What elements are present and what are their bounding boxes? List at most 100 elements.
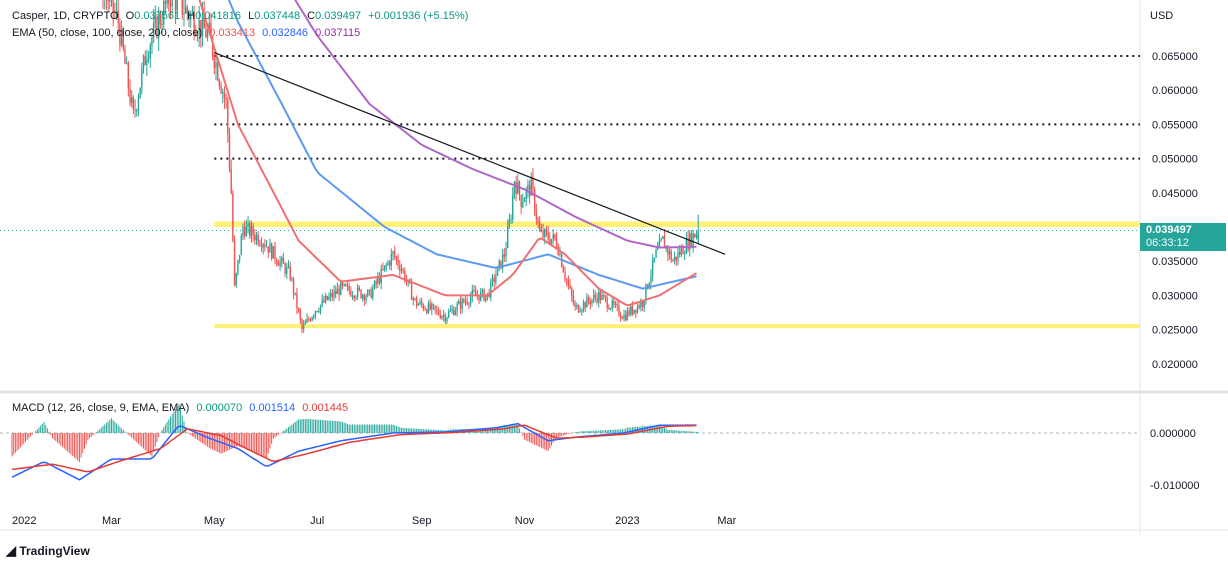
ema100-line[interactable] <box>12 0 697 290</box>
candle-body <box>625 314 627 320</box>
candle-body <box>550 238 553 244</box>
candle-body <box>414 298 416 300</box>
tradingview-logo[interactable]: ◢ TradingView <box>6 543 90 559</box>
candle-body <box>109 0 111 2</box>
price-tick-label: 0.065000 <box>1152 51 1198 63</box>
candle-body <box>304 322 307 325</box>
candle-body <box>582 302 585 310</box>
candle-body <box>203 14 205 29</box>
candle-body <box>426 309 428 314</box>
candle-body <box>184 7 187 14</box>
candle-body <box>410 283 413 300</box>
candle-body <box>296 292 298 309</box>
candle-body <box>115 10 118 13</box>
candle-body <box>554 234 556 239</box>
ema200-line[interactable] <box>12 0 697 249</box>
candle-body <box>584 302 586 308</box>
tradingview-wordmark: TradingView <box>19 544 90 558</box>
candle-body <box>107 0 109 2</box>
candle-body <box>451 309 453 311</box>
candle-body <box>267 246 269 253</box>
close-label: C <box>307 10 316 22</box>
candle-body <box>458 301 460 305</box>
candle-body <box>331 293 334 298</box>
candle-body <box>417 303 420 306</box>
candle-body <box>673 256 676 262</box>
price-tick-label: 0.045000 <box>1152 188 1198 200</box>
candle-body <box>424 309 426 311</box>
candle-body <box>491 277 494 282</box>
candle-body <box>365 296 367 301</box>
candle-body <box>412 298 414 300</box>
support-zone[interactable] <box>214 324 1140 329</box>
trendline-segment[interactable] <box>214 52 726 255</box>
time-tick-label: Jul <box>310 515 324 527</box>
ema50-line[interactable] <box>12 0 698 307</box>
macd-hist-value: 0.000070 <box>196 402 243 414</box>
candle-body <box>353 295 355 299</box>
candle-body <box>635 309 637 313</box>
candle-body <box>235 273 237 285</box>
macd-label: MACD (12, 26, close, 9, EMA, EMA) <box>12 402 190 414</box>
candle-body <box>190 13 192 20</box>
candle-body <box>218 80 221 86</box>
candle-body <box>569 285 571 288</box>
candle-body <box>237 260 239 274</box>
candle-body <box>510 219 512 221</box>
resistance-zone[interactable] <box>214 221 1140 227</box>
candle-body <box>429 303 431 310</box>
open-label: O <box>125 10 135 22</box>
candle-body <box>147 58 150 60</box>
candle-body <box>596 297 598 303</box>
candle-body <box>645 284 647 302</box>
time-tick-label: 2023 <box>615 515 639 527</box>
candle-body <box>697 230 699 244</box>
candle-body <box>308 318 310 320</box>
candle-body <box>168 0 170 4</box>
candle-body <box>579 311 581 313</box>
candle-body <box>646 284 649 289</box>
trendline[interactable] <box>214 52 726 255</box>
candle-body <box>146 59 148 66</box>
candle-body <box>159 15 162 25</box>
candle-body <box>154 17 157 23</box>
candle-body <box>397 258 399 266</box>
candle-body <box>544 229 546 238</box>
candle-body <box>520 195 522 207</box>
tradingview-icon: ◢ <box>6 543 16 558</box>
last-price: 0.039497 <box>1146 224 1192 236</box>
candle-body <box>230 168 232 194</box>
candle-body <box>571 287 573 296</box>
candle-body <box>156 17 158 38</box>
candle-body <box>152 22 155 38</box>
candle-body <box>687 238 689 250</box>
candle-body <box>667 246 669 255</box>
candle-body <box>532 176 534 190</box>
candle-body <box>405 280 408 282</box>
signal-line[interactable] <box>11 424 697 473</box>
candle-body <box>567 280 570 286</box>
candle-body <box>368 289 371 291</box>
candle-body <box>284 263 286 274</box>
candle-body <box>559 254 561 256</box>
candle-body <box>513 181 516 196</box>
candle-body <box>122 29 124 49</box>
candle-body <box>392 251 394 255</box>
price-tick-label: 0.060000 <box>1152 85 1198 97</box>
candle-body <box>539 222 541 232</box>
macd-tick-label: 0.000000 <box>1150 428 1196 440</box>
candle-body <box>228 134 231 169</box>
candle-body <box>355 296 357 299</box>
candle-body <box>367 290 369 297</box>
candle-body <box>591 299 593 304</box>
candle-body <box>292 278 295 294</box>
candle-body <box>525 189 527 199</box>
price-tick-label: 0.035000 <box>1152 256 1198 268</box>
candle-body <box>264 244 266 247</box>
candle-body <box>587 297 590 302</box>
candle-body <box>694 233 696 238</box>
candle-body <box>302 324 305 329</box>
candle-body <box>270 243 273 259</box>
candle-body <box>169 3 172 6</box>
